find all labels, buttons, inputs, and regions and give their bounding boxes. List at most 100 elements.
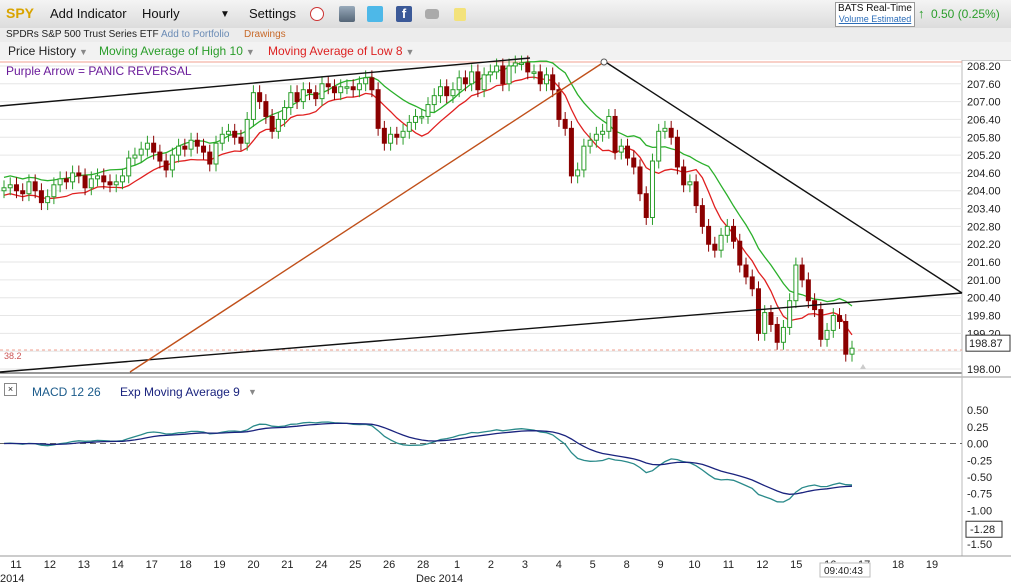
ma-low-line [3,76,853,336]
legend-ma-low[interactable]: Moving Average of Low 8 ▼ [268,44,414,58]
candle-body [350,86,356,91]
candle-body [431,95,437,106]
x-tick-label: 25 [349,559,361,571]
volume-estimated-link[interactable]: Volume Estimated [838,14,912,24]
price-tick-label: 206.40 [967,114,1001,126]
candle-body [207,151,213,165]
x-tick-label: 2 [488,559,494,571]
facebook-icon[interactable]: f [396,6,412,22]
candle-body [138,148,144,156]
candle-body [500,65,506,85]
scroll-marker [860,364,866,369]
security-name: SPDRs S&P 500 Trust Series ETF [6,29,159,40]
price-tick-label: 207.60 [967,79,1001,91]
drawings-link[interactable]: Drawings [244,29,286,40]
x-tick-label: 13 [78,559,90,571]
candle-body [257,92,263,103]
candle-body [375,89,381,129]
time-label: 09:40:43 [824,566,863,577]
candle-body [263,101,269,117]
camera-icon[interactable] [425,9,439,19]
close-icon[interactable]: × [4,383,17,396]
price-panel [0,60,962,372]
candle-body [225,130,231,135]
bats-label: BATS Real-Time [838,3,912,14]
candle-body [394,133,400,138]
macd-tick-label: 0.50 [967,405,988,417]
bats-realtime-badge: BATS Real-Time Volume Estimated [835,2,915,27]
chevron-down-icon[interactable]: ▼ [220,9,230,20]
macd-label[interactable]: MACD 12 26 [32,385,101,399]
candle-body [182,145,188,150]
add-to-portfolio-link[interactable]: Add to Portfolio [161,29,230,40]
x-tick-label: 8 [624,559,630,571]
candle-body [275,118,281,132]
candle-body [568,127,574,177]
trendline-orange [129,61,605,373]
x-sub-label: 2014 [0,573,24,585]
database-icon[interactable] [339,6,355,22]
candle-body [681,166,687,186]
candle-body [144,142,150,150]
candle-body [706,225,712,245]
candle-body [219,133,225,144]
ticker-symbol[interactable]: SPY [6,5,35,21]
x-tick-label: 11 [723,559,734,571]
candle-body [612,115,618,153]
candle-body [363,77,369,85]
candle-body [70,172,76,183]
settings-button[interactable]: Settings [249,6,296,21]
candle-body [774,323,780,343]
last-price-box: 198.87 [965,334,1011,352]
candle-body [344,86,350,89]
x-tick-label: 5 [590,559,596,571]
legend-ma-high[interactable]: Moving Average of High 10 ▼ [99,44,255,58]
candle-body [587,139,593,147]
ema-label[interactable]: Exp Moving Average 9 [120,385,240,399]
macd-value-frame [965,520,1003,538]
candle-body [169,154,175,171]
chevron-down-icon[interactable]: ▼ [245,47,255,57]
candle-body [768,312,774,325]
x-tick-label: 18 [892,559,904,571]
candle-body [849,347,855,355]
add-indicator-button[interactable]: Add Indicator [50,6,127,21]
candle-body [288,92,294,109]
legend-price-history[interactable]: Price History ▼ [8,44,88,58]
x-tick-label: 12 [756,559,768,571]
candle-body [749,276,755,290]
x-tick-label: 18 [180,559,192,571]
candle-body [38,190,44,204]
candle-body [506,65,512,85]
legend-ma-low-label: Moving Average of Low 8 [268,44,403,58]
panic-reversal-annotation: Purple Arrow = PANIC REVERSAL [6,64,192,78]
candle-body [13,184,19,192]
candle-body [743,264,749,278]
candle-body [419,115,425,119]
candle-body [32,181,38,192]
price-tick-label: 205.20 [967,150,1001,162]
top-toolbar: SPY Add Indicator Hourly ▼ Settings f BA… [0,0,1011,29]
x-tick-label: 19 [213,559,225,571]
candle-body [519,62,525,65]
candle-body [51,184,57,198]
candle-body [830,315,836,331]
chevron-down-icon[interactable]: ▼ [248,387,257,397]
last-price-value: 198.87 [969,338,1003,350]
interval-select[interactable]: Hourly [142,6,180,21]
candle-body [126,157,132,177]
candle-body [437,86,443,97]
candle-body [512,62,518,67]
price-tick-label: 208.20 [967,61,1001,73]
candle-body [462,77,468,85]
fib-label: 38.2 [4,351,22,361]
note-icon[interactable] [454,8,466,21]
candle-body [699,205,705,227]
alarm-clock-icon[interactable] [310,7,324,21]
chevron-down-icon[interactable]: ▼ [79,47,88,57]
twitter-icon[interactable] [367,6,383,22]
chevron-down-icon[interactable]: ▼ [405,47,415,57]
candle-body [537,71,543,85]
candle-body [213,142,219,165]
